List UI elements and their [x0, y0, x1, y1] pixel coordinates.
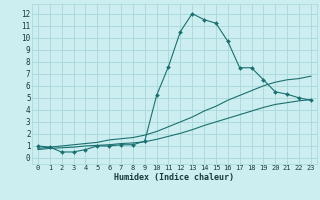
- X-axis label: Humidex (Indice chaleur): Humidex (Indice chaleur): [115, 173, 234, 182]
